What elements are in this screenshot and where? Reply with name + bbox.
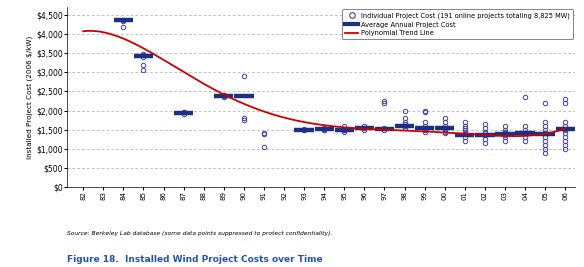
Legend: Individual Project Cost (191 online projects totaling 8,825 MW), Average Annual : Individual Project Cost (191 online proj… — [342, 9, 573, 39]
Y-axis label: Installed Project Cost (2006 $/kW): Installed Project Cost (2006 $/kW) — [27, 36, 33, 159]
Text: Source: Berkeley Lab database (some data points suppressed to protect confidenti: Source: Berkeley Lab database (some data… — [67, 231, 332, 236]
Text: Figure 18.  Installed Wind Project Costs over Time: Figure 18. Installed Wind Project Costs … — [67, 255, 323, 264]
